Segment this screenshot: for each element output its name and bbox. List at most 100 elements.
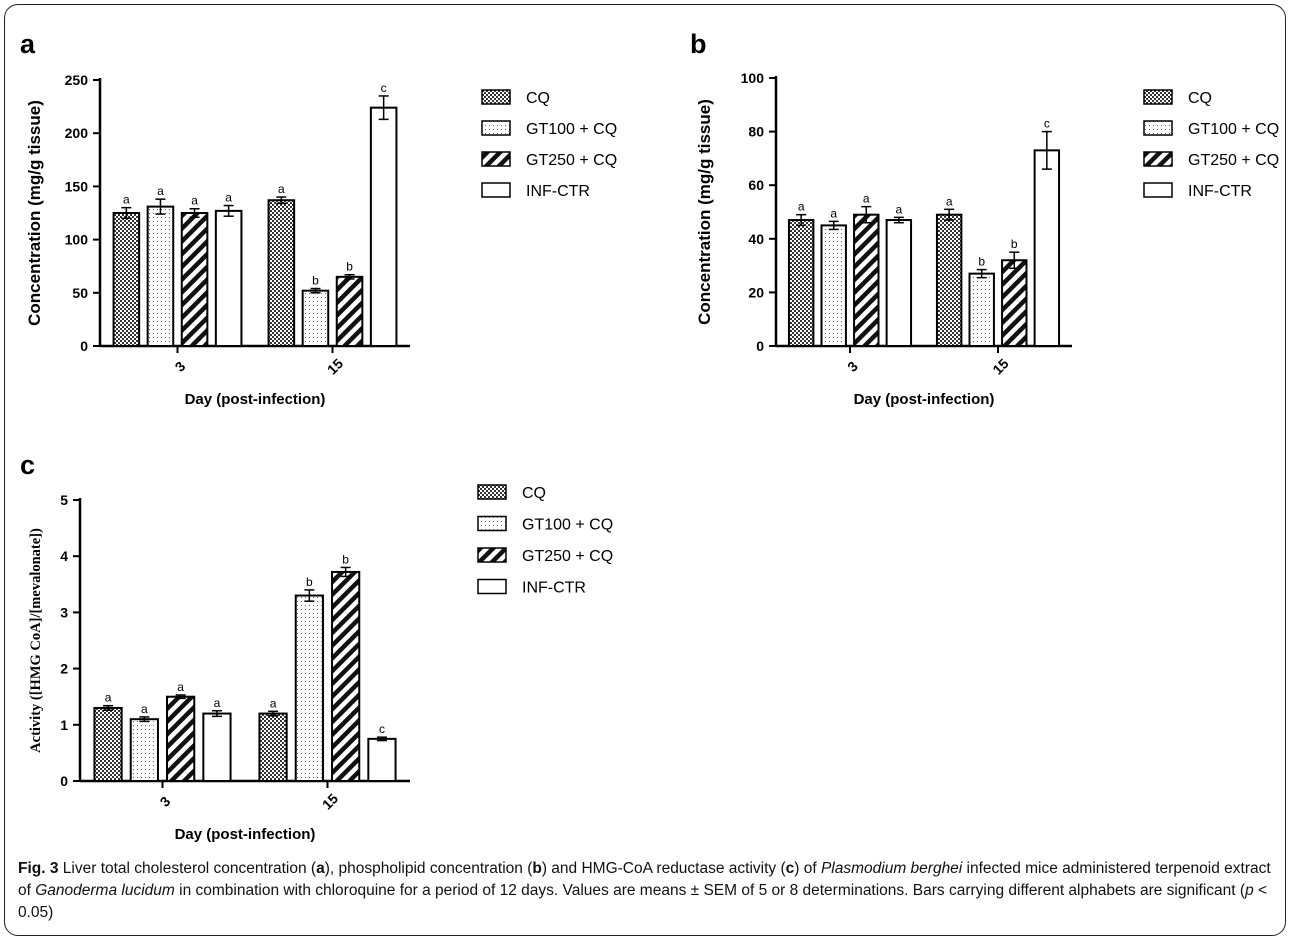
significance-letter: a	[798, 200, 805, 214]
significance-letter: a	[270, 696, 277, 710]
significance-letter: b	[312, 274, 319, 288]
significance-letter: c	[379, 722, 385, 736]
bar-inf-ctr-day-3	[202, 712, 232, 782]
y-tick-label: 0	[756, 338, 764, 354]
legend-swatch-gt100-cq	[481, 120, 511, 136]
legend-swatch-gt100-cq	[477, 515, 507, 532]
bar-cq-day-3	[787, 219, 815, 347]
legend-label-gt250-cq: GT250 + CQ	[526, 152, 617, 169]
legend-label-cq: CQ	[522, 485, 546, 502]
bar-gt250-cq-day-3	[180, 212, 209, 347]
legend-swatch-cq	[481, 89, 511, 105]
y-tick-label: 20	[748, 284, 764, 300]
bar-gt250-cq-day-3	[853, 213, 880, 347]
bar-inf-ctr-day-3	[885, 219, 913, 347]
significance-letter: a	[225, 191, 232, 205]
legend-label-gt250-cq: GT250 + CQ	[522, 548, 613, 565]
x-tick-label: 3	[172, 358, 189, 375]
panel-label-a: a	[20, 29, 36, 59]
legend: CQ GT100 + CQ GT250 + CQ INF-CTR	[1143, 89, 1279, 200]
x-tick-label: 3	[844, 358, 861, 375]
y-tick-label: 250	[65, 72, 89, 88]
significance-letter: a	[278, 182, 285, 196]
significance-letter: a	[830, 206, 837, 220]
legend-label-gt250-cq: GT250 + CQ	[1188, 152, 1279, 169]
legend-swatch-cq	[477, 484, 507, 500]
bar-inf-ctr-day-3	[214, 209, 243, 347]
y-tick-label: 0	[80, 338, 88, 354]
bar-gt100-cq-day-3	[820, 224, 847, 347]
y-tick-label: 2	[60, 661, 68, 677]
bar-gt100-cq-day-15	[301, 289, 330, 347]
y-tick-label: 40	[748, 231, 764, 247]
significance-letter: a	[214, 696, 221, 710]
x-axis-label: Day (post-infection)	[854, 391, 995, 408]
legend-label-inf-ctr: INF-CTR	[526, 183, 590, 200]
y-axis-label: Concentration (mg/g tissue)	[25, 100, 44, 326]
y-tick-label: 3	[60, 604, 68, 620]
panel-label-b: b	[690, 29, 707, 59]
y-axis-label: Concentration (mg/g tissue)	[695, 99, 714, 325]
chart-panel-a: a 0 50 100 150 200 250 Concentration (mg/g tiss…	[20, 29, 617, 408]
bar-inf-ctr-day-15	[1033, 149, 1061, 347]
significance-letter: a	[191, 194, 198, 208]
legend-swatch-gt250-cq	[477, 547, 507, 563]
legend-swatch-gt250-cq	[481, 151, 511, 167]
panel-label-c: c	[20, 450, 35, 480]
significance-letter: a	[123, 193, 130, 207]
significance-letter: a	[946, 194, 953, 208]
legend-label-inf-ctr: INF-CTR	[1188, 183, 1252, 200]
y-tick-label: 5	[60, 492, 68, 508]
caption-fig-label: Fig. 3	[18, 860, 59, 877]
y-tick-label: 0	[60, 773, 68, 789]
y-tick-label: 1	[60, 717, 68, 733]
legend: CQ GT100 + CQ GT250 + CQ INF-CTR	[481, 89, 617, 200]
bar-cq-day-3	[112, 212, 141, 347]
bar-inf-ctr-day-15	[369, 106, 398, 347]
bar-cq-day-15	[935, 213, 963, 347]
bar-gt250-cq-day-3	[166, 695, 196, 783]
significance-letter: c	[381, 81, 387, 95]
legend-swatch-gt250-cq	[1143, 151, 1173, 167]
significance-letter: a	[177, 680, 184, 694]
x-tick-label: 15	[989, 355, 1011, 377]
bar-inf-ctr-day-15	[367, 737, 397, 783]
significance-letter: a	[895, 202, 902, 216]
y-tick-label: 4	[60, 548, 68, 564]
legend-label-cq: CQ	[1188, 90, 1212, 107]
x-tick-label: 15	[319, 790, 341, 812]
y-tick-label: 150	[65, 178, 89, 194]
legend-label-inf-ctr: INF-CTR	[522, 580, 586, 597]
legend-swatch-inf-ctr	[477, 578, 507, 595]
x-axis-label: Day (post-infection)	[175, 826, 316, 843]
bar-gt100-cq-day-15	[294, 594, 324, 782]
significance-letter: b	[342, 552, 349, 566]
chart-panel-c: c 0 1 2 3 4 5 Activity ([HMG CoA]/[mevalonate])…	[20, 450, 613, 843]
y-axis-label: Activity ([HMG CoA]/[mevalonate])	[28, 528, 44, 753]
bar-cq-day-3	[93, 706, 123, 782]
legend: CQ GT100 + CQ GT250 + CQ INF-CTR	[477, 484, 613, 597]
y-tick-label: 60	[748, 177, 764, 193]
chart-panel-b: b 0 20 40 60 80 100 Concentration (mg/g tissue)…	[690, 29, 1279, 408]
y-tick-label: 100	[741, 70, 765, 86]
bar-cq-day-15	[267, 199, 296, 347]
bar-gt250-cq-day-15	[331, 570, 361, 782]
legend-swatch-inf-ctr	[481, 182, 511, 198]
bar-gt250-cq-day-15	[335, 275, 364, 347]
x-tick-label: 3	[157, 793, 174, 810]
figure-caption: Fig. 3 Liver total cholesterol concentra…	[18, 860, 1271, 921]
figure-frame	[4, 4, 1286, 936]
y-tick-label: 80	[748, 124, 764, 140]
legend-swatch-inf-ctr	[1143, 182, 1173, 198]
significance-letter: b	[346, 260, 353, 274]
significance-letter: c	[1044, 117, 1050, 131]
bar-gt250-cq-day-15	[1001, 259, 1028, 347]
legend-label-gt100-cq: GT100 + CQ	[522, 517, 613, 534]
significance-letter: b	[978, 255, 985, 269]
y-tick-label: 100	[65, 232, 89, 248]
x-tick-label: 15	[324, 355, 346, 377]
y-tick-label: 200	[65, 125, 89, 141]
significance-letter: b	[306, 575, 313, 589]
legend-label-cq: CQ	[526, 90, 550, 107]
significance-letter: a	[105, 691, 112, 705]
